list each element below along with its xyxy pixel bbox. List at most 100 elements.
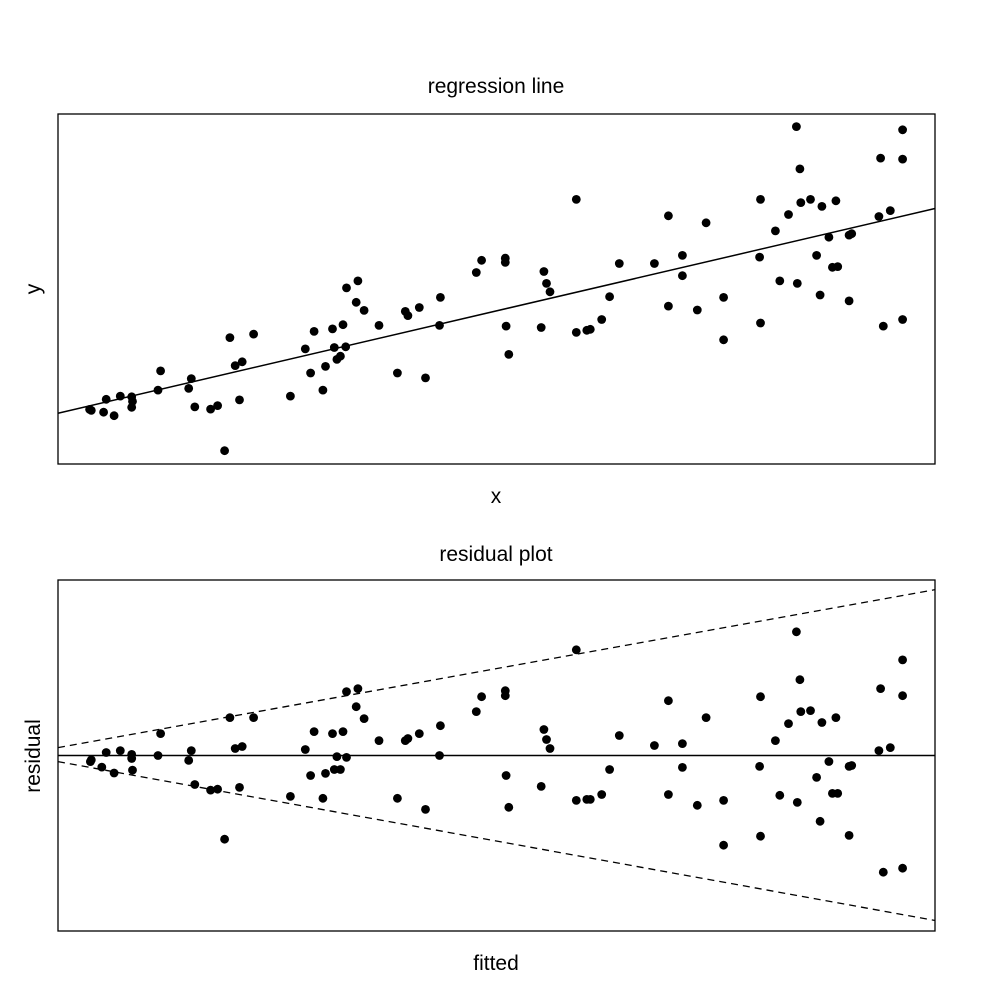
data-point: [701, 218, 711, 228]
data-point: [328, 729, 337, 738]
data-point: [898, 655, 907, 665]
data-point: [719, 293, 728, 302]
data-point: [504, 350, 514, 359]
data-point: [542, 735, 551, 744]
data-point: [815, 290, 825, 300]
data-point: [306, 771, 315, 780]
data-point: [678, 271, 687, 281]
data-point: [792, 798, 802, 807]
data-point: [585, 795, 595, 804]
data-point: [471, 707, 481, 716]
data-point: [792, 122, 801, 131]
data-point: [571, 796, 581, 805]
chart-title: regression line: [428, 75, 565, 98]
data-point: [328, 324, 337, 334]
data-point: [156, 366, 166, 376]
data-point: [824, 232, 834, 242]
data-point: [755, 762, 764, 771]
data-point: [109, 768, 119, 778]
data-point: [225, 713, 235, 722]
data-point: [153, 751, 163, 760]
data-point: [885, 743, 895, 752]
data-point: [300, 344, 310, 354]
data-point: [127, 754, 137, 763]
data-point: [898, 154, 907, 164]
data-point: [504, 802, 514, 812]
data-point: [342, 283, 351, 293]
data-point: [184, 756, 194, 765]
data-point: [792, 627, 801, 637]
data-point: [545, 744, 555, 753]
data-point: [359, 714, 369, 723]
data-point: [831, 713, 841, 722]
data-point: [186, 374, 196, 383]
data-point: [664, 211, 673, 221]
data-point: [306, 368, 315, 378]
data-point: [756, 318, 765, 328]
data-point: [796, 707, 806, 716]
data-point: [605, 292, 614, 302]
data-point: [756, 831, 765, 841]
data-point: [597, 790, 607, 799]
data-point: [597, 315, 607, 324]
data-point: [213, 784, 223, 794]
data-point: [342, 753, 351, 762]
data-point: [309, 727, 319, 736]
data-point: [571, 195, 581, 204]
data-point: [353, 684, 363, 693]
data-point: [101, 748, 111, 757]
data-point: [542, 279, 551, 288]
data-point: [477, 255, 486, 265]
data-point: [115, 746, 125, 755]
data-point: [374, 321, 384, 330]
data-point: [501, 321, 511, 331]
data-point: [898, 863, 907, 873]
data-point: [771, 226, 780, 236]
data-point: [795, 164, 805, 174]
data-point: [844, 831, 854, 840]
data-point: [338, 727, 348, 736]
data-point: [806, 195, 815, 204]
data-point: [664, 301, 673, 311]
data-point: [318, 793, 328, 803]
data-point: [225, 333, 235, 342]
data-point: [812, 773, 821, 782]
data-point: [650, 741, 659, 750]
data-point: [156, 729, 166, 738]
data-point: [898, 315, 907, 324]
data-point: [220, 446, 230, 456]
data-point: [878, 867, 888, 877]
residual-panel: residual plot fitted residual: [22, 543, 936, 975]
data-point: [321, 769, 330, 778]
regression-panel: regression line x y: [22, 75, 936, 508]
data-point: [614, 731, 624, 740]
data-point: [97, 762, 107, 772]
y-axis-label: y: [22, 283, 45, 294]
data-point: [336, 765, 345, 774]
data-point: [775, 790, 785, 800]
x-axis-label: fitted: [473, 952, 519, 975]
data-point: [342, 687, 351, 696]
data-point: [678, 739, 687, 748]
data-point: [571, 328, 581, 337]
data-point: [206, 785, 216, 795]
data-point: [605, 765, 614, 774]
data-point: [664, 790, 673, 799]
data-point: [321, 362, 330, 371]
upper-dashed-bound: [57, 589, 936, 749]
data-point: [230, 361, 240, 370]
data-point: [755, 252, 764, 262]
data-point: [812, 251, 821, 260]
data-point: [585, 324, 595, 334]
data-point: [756, 692, 765, 702]
data-point: [678, 251, 687, 260]
data-point: [374, 736, 384, 745]
data-points: [85, 122, 907, 456]
data-point: [351, 702, 361, 712]
data-point: [719, 796, 728, 805]
data-point: [833, 789, 843, 798]
data-point: [190, 780, 200, 789]
chart-title: residual plot: [439, 543, 552, 566]
data-point: [414, 729, 424, 738]
data-point: [719, 335, 728, 345]
